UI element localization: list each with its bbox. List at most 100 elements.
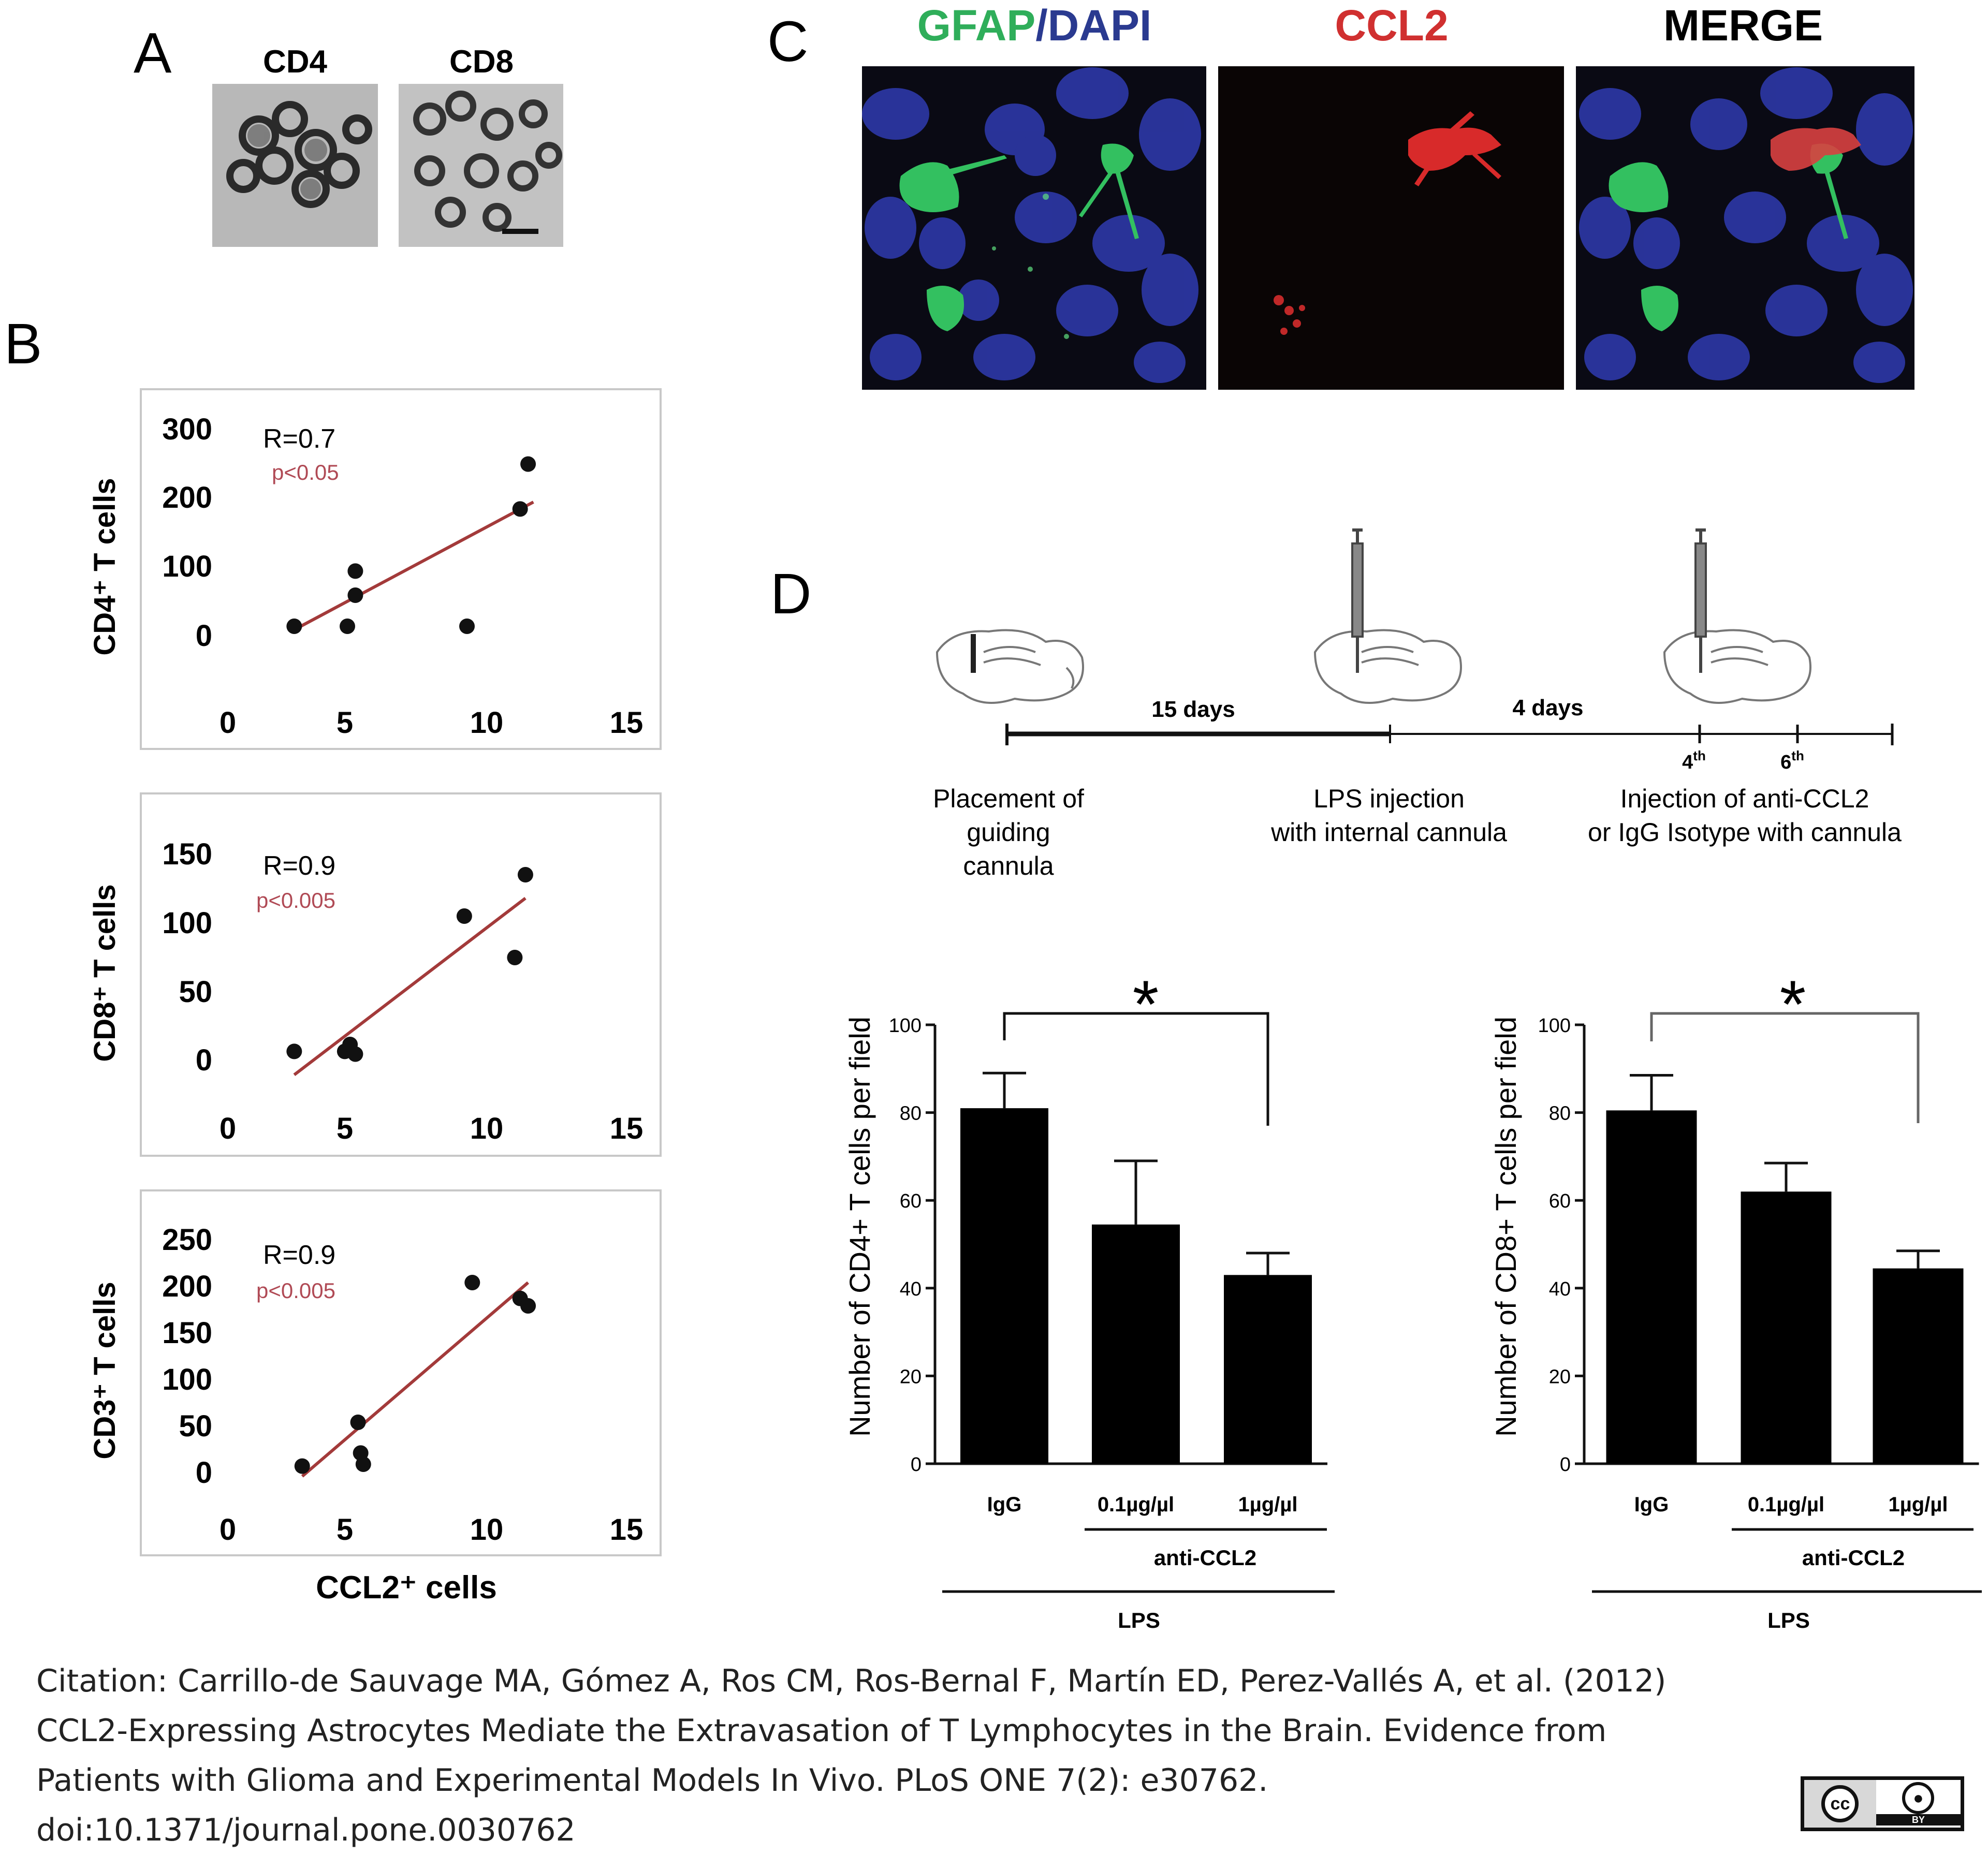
timeline — [1005, 724, 1894, 745]
timeline-tick-6th: 6th — [1780, 748, 1804, 773]
y-tick: 150 — [162, 1316, 212, 1350]
panel-label-a: A — [134, 21, 172, 85]
micrograph-cd8 — [399, 84, 563, 247]
bar — [1741, 1191, 1832, 1464]
citation-line: CCL2-Expressing Astrocytes Mediate the E… — [36, 1713, 1607, 1749]
timeline-interval-15days: 15 days — [1151, 697, 1235, 722]
x-labels: IgG 0.1µg/µl 1µg/µl — [987, 1493, 1298, 1516]
panel-label-b: B — [4, 312, 42, 376]
x-tick: 0 — [220, 1112, 236, 1145]
y-tick: 0 — [196, 1456, 212, 1490]
bar — [1092, 1224, 1180, 1464]
data-point — [517, 867, 533, 882]
data-point — [347, 1046, 363, 1062]
significance-bracket — [1003, 1012, 1269, 1126]
data-point — [512, 501, 528, 517]
y-tick: 250 — [162, 1223, 212, 1257]
p-value: p<0.005 — [256, 1278, 335, 1303]
x-tick: 0 — [220, 1513, 236, 1547]
y-tick-label: 100 — [889, 1015, 922, 1037]
x-tick: 10 — [470, 706, 504, 740]
cc-by-label: BY — [1876, 1814, 1961, 1825]
p-value: p<0.005 — [256, 888, 335, 912]
panel-c-title-gfap-dapi: GFAP/DAPI — [917, 1, 1152, 50]
cc-license-badge[interactable]: cc ● BY — [1801, 1776, 1964, 1831]
svg-text:0.1µg/µl: 0.1µg/µl — [1748, 1493, 1824, 1516]
y-tick-label: 80 — [1549, 1103, 1571, 1125]
svg-text:cannula: cannula — [963, 851, 1054, 880]
y-tick: 150 — [162, 837, 212, 871]
y-tick-label: 60 — [900, 1190, 922, 1212]
data-point — [507, 950, 523, 965]
timeline-step-3: Injection of anti-CCL2 or IgG Isotype wi… — [1588, 784, 1902, 847]
y-tick: 50 — [179, 1409, 212, 1443]
y-tick-label: 100 — [1538, 1015, 1571, 1037]
micrograph-cd4 — [212, 84, 378, 247]
svg-text:guiding: guiding — [967, 818, 1050, 847]
y-tick: 0 — [196, 1043, 212, 1077]
scatter-ylabel: CD3⁺ T cells — [88, 1282, 122, 1459]
svg-text:Injection of anti-CCL2: Injection of anti-CCL2 — [1620, 784, 1869, 813]
y-tick: 200 — [162, 1270, 212, 1303]
significance-bracket — [1650, 1012, 1920, 1123]
data-point — [286, 619, 302, 634]
scatter-common-xlabel: CCL2⁺ cells — [316, 1570, 497, 1606]
data-point — [520, 1298, 536, 1314]
citation: Citation: Carrillo-de Sauvage MA, Gómez … — [36, 1656, 1848, 1855]
bar-chart-cd4: Number of CD4+ T cells per field 100 80 60… — [843, 966, 1335, 1632]
brain-sketch-2 — [1313, 528, 1462, 704]
citation-line: Citation: Carrillo-de Sauvage MA, Gómez … — [36, 1663, 1667, 1699]
y-tick-label: 40 — [900, 1278, 922, 1300]
x-tick: 15 — [610, 1112, 644, 1145]
data-point — [347, 563, 363, 579]
scatter-plot-cd4: CD4⁺ T cells 300 200 100 0 0 5 10 15 R=0… — [88, 388, 662, 750]
trend-line — [301, 1281, 530, 1478]
data-point — [340, 619, 355, 634]
data-point — [520, 456, 536, 472]
y-tick: 50 — [179, 975, 212, 1009]
r-value: R=0.9 — [263, 851, 335, 881]
panel-c-title-merge: MERGE — [1663, 1, 1823, 50]
x-tick: 15 — [610, 706, 644, 740]
y-tick: 200 — [162, 481, 212, 514]
y-tick-label: 20 — [1549, 1366, 1571, 1388]
scatter-ylabel: CD8⁺ T cells — [88, 884, 122, 1062]
timeline-interval-4days: 4 days — [1513, 695, 1584, 720]
bar-chart-cd8: Number of CD8+ T cells per field 100 80 60… — [1489, 966, 1982, 1632]
data-point — [464, 1275, 480, 1290]
group-label-anti-ccl2: anti-CCL2 — [1154, 1545, 1256, 1570]
scatter-plot-cd8: CD8⁺ T cells 150 100 50 0 0 5 10 15 R=0.… — [88, 792, 662, 1157]
image-ccl2 — [1218, 66, 1564, 390]
y-tick-label: 60 — [1549, 1190, 1571, 1212]
x-tick: 10 — [470, 1513, 504, 1547]
svg-text:or IgG Isotype with cannula: or IgG Isotype with cannula — [1588, 818, 1902, 847]
brain-sketch-1 — [935, 629, 1084, 704]
bar — [1873, 1268, 1964, 1464]
timeline-step-2: LPS injection with internal cannula — [1270, 784, 1507, 847]
cc-icon: cc — [1821, 1785, 1859, 1822]
bar — [1224, 1275, 1312, 1464]
panel-c-title-ccl2: CCL2 — [1335, 1, 1448, 50]
svg-text:1µg/µl: 1µg/µl — [1238, 1493, 1298, 1516]
x-tick: 10 — [470, 1112, 504, 1145]
bar — [960, 1108, 1048, 1464]
y-tick: 300 — [162, 413, 212, 446]
svg-text:0.1µg/µl: 0.1µg/µl — [1098, 1493, 1174, 1516]
group-label-anti-ccl2: anti-CCL2 — [1802, 1545, 1905, 1570]
y-tick-label: 40 — [1549, 1278, 1571, 1300]
group-label-lps: LPS — [1118, 1608, 1160, 1632]
scatter-plot-cd3: CD3⁺ T cells 250 200 150 100 50 0 0 5 10… — [88, 1189, 662, 1556]
image-merge — [1576, 66, 1914, 390]
svg-text:1µg/µl: 1µg/µl — [1889, 1493, 1948, 1516]
panel-label-c: C — [767, 10, 808, 73]
svg-text:LPS injection: LPS injection — [1313, 784, 1465, 813]
bar-ylabel: Number of CD8+ T cells per field — [1489, 1017, 1522, 1437]
x-tick: 5 — [337, 1513, 353, 1547]
trend-line — [293, 896, 527, 1077]
significance-star: * — [1780, 966, 1806, 1042]
y-tick-label: 0 — [1560, 1454, 1571, 1476]
y-tick: 0 — [196, 619, 212, 653]
bar — [1606, 1110, 1697, 1464]
scatter-ylabel: CD4⁺ T cells — [88, 478, 122, 655]
